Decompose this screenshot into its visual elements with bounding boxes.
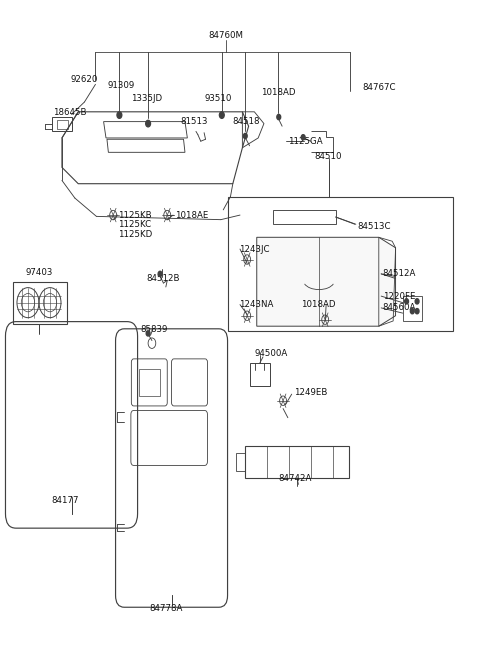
Circle shape: [277, 115, 281, 120]
Circle shape: [146, 121, 151, 127]
Bar: [228, 196, 453, 331]
Text: 1018AD: 1018AD: [261, 88, 295, 97]
Text: 18645B: 18645B: [53, 108, 87, 117]
Text: 92620: 92620: [71, 75, 98, 84]
Text: 1125GA: 1125GA: [288, 137, 323, 145]
Circle shape: [146, 331, 150, 336]
Text: 91309: 91309: [108, 81, 135, 90]
Text: 1125KC: 1125KC: [118, 220, 151, 229]
Text: 1335JD: 1335JD: [131, 94, 162, 103]
Text: 84513C: 84513C: [357, 221, 391, 231]
Circle shape: [219, 112, 224, 119]
Text: 84177: 84177: [51, 496, 79, 505]
Text: 1249EB: 1249EB: [294, 388, 327, 398]
Circle shape: [301, 135, 305, 140]
Text: 93510: 93510: [205, 94, 232, 103]
Circle shape: [415, 299, 419, 304]
Text: 84518: 84518: [232, 117, 260, 126]
Text: 84742A: 84742A: [278, 474, 312, 483]
Circle shape: [405, 299, 408, 304]
Text: 84767C: 84767C: [362, 83, 396, 92]
Text: 1243JC: 1243JC: [239, 244, 270, 253]
Circle shape: [415, 309, 419, 314]
Text: 97403: 97403: [25, 267, 53, 276]
Bar: [139, 369, 160, 396]
Text: 1125KB: 1125KB: [118, 210, 152, 219]
Text: 1125KD: 1125KD: [118, 230, 152, 239]
Text: 84760M: 84760M: [208, 31, 243, 40]
Text: 1018AD: 1018AD: [301, 300, 336, 309]
Text: 84510: 84510: [315, 152, 342, 161]
Text: 1018AE: 1018AE: [175, 210, 209, 219]
Text: 81513: 81513: [181, 117, 208, 126]
Circle shape: [410, 309, 414, 314]
Text: 1220FE: 1220FE: [383, 291, 415, 301]
Text: 84512A: 84512A: [383, 269, 416, 278]
Text: 1243NA: 1243NA: [239, 300, 274, 309]
Text: 84512B: 84512B: [147, 274, 180, 283]
Circle shape: [158, 271, 162, 276]
Text: 94500A: 94500A: [254, 349, 288, 358]
Circle shape: [243, 134, 247, 139]
Text: 84560A: 84560A: [383, 303, 416, 312]
Text: 85839: 85839: [140, 325, 168, 334]
Circle shape: [117, 112, 122, 119]
Text: 84778A: 84778A: [149, 604, 182, 613]
Polygon shape: [257, 237, 396, 326]
